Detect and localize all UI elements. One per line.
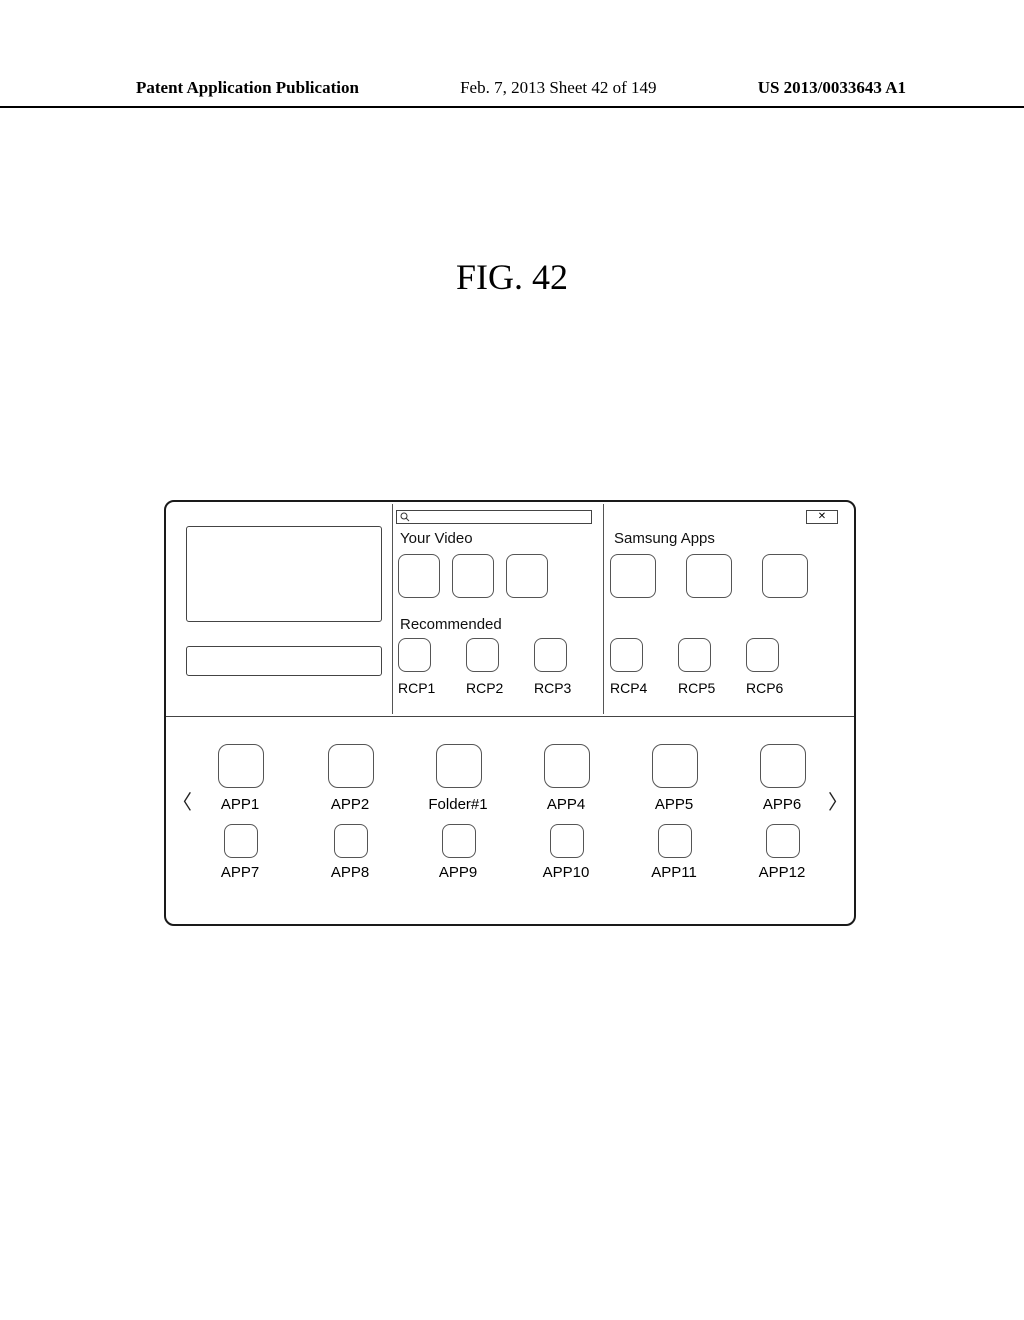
app-tile[interactable] [224,824,258,858]
search-icon [400,512,410,522]
recommended-label: RCP4 [610,680,647,696]
horizontal-divider [166,716,854,717]
app-tile[interactable] [218,744,264,788]
app-label: APP4 [526,796,606,813]
vertical-divider [392,504,393,714]
recommended-label: RCP6 [746,680,783,696]
recommended-tile[interactable] [678,638,711,672]
app-tile[interactable] [544,744,590,788]
recommended-tile[interactable] [746,638,779,672]
recommended-tile[interactable] [466,638,499,672]
folder-tile[interactable] [436,744,482,788]
samsung-app-tile[interactable] [686,554,732,598]
app-tile[interactable] [328,744,374,788]
app-tile[interactable] [550,824,584,858]
preview-panel-small [186,646,382,676]
recommended-tile[interactable] [534,638,567,672]
samsung-app-tile[interactable] [610,554,656,598]
app-label: Folder#1 [418,796,498,813]
app-label: APP11 [634,864,714,881]
app-label: APP9 [418,864,498,881]
app-label: APP1 [200,796,280,813]
app-label: APP8 [310,864,390,881]
app-tile[interactable] [760,744,806,788]
section-label-samsung-apps: Samsung Apps [614,530,715,547]
app-label: APP10 [526,864,606,881]
recommended-label: RCP5 [678,680,715,696]
figure-title: FIG. 42 [0,256,1024,298]
app-tile[interactable] [766,824,800,858]
scroll-left-button[interactable]: 〈 [172,786,192,815]
recommended-tile[interactable] [398,638,431,672]
page-header: Patent Application Publication Feb. 7, 2… [0,78,1024,108]
scroll-right-button[interactable]: 〉 [828,786,848,815]
your-video-tile[interactable] [452,554,494,598]
your-video-tile[interactable] [506,554,548,598]
header-patent-number: US 2013/0033643 A1 [758,78,906,98]
recommended-tile[interactable] [610,638,643,672]
close-icon: ✕ [818,512,826,522]
section-label-your-video: Your Video [400,530,473,547]
search-input[interactable] [396,510,592,524]
app-tile[interactable] [652,744,698,788]
header-publication: Patent Application Publication [136,78,359,98]
recommended-label: RCP1 [398,680,435,696]
app-tile[interactable] [334,824,368,858]
recommended-label: RCP3 [534,680,571,696]
header-date-sheet: Feb. 7, 2013 Sheet 42 of 149 [460,78,656,98]
app-label: APP7 [200,864,280,881]
app-label: APP2 [310,796,390,813]
recommended-label: RCP2 [466,680,503,696]
vertical-divider [603,504,604,714]
ui-screen-frame: ✕ Your Video Samsung Apps Recommended RC… [164,500,856,926]
preview-panel-large [186,526,382,622]
app-tile[interactable] [658,824,692,858]
app-tile[interactable] [442,824,476,858]
app-label: APP6 [742,796,822,813]
app-label: APP5 [634,796,714,813]
patent-page: Patent Application Publication Feb. 7, 2… [0,0,1024,1320]
samsung-app-tile[interactable] [762,554,808,598]
app-label: APP12 [742,864,822,881]
close-button[interactable]: ✕ [806,510,838,524]
section-label-recommended: Recommended [400,616,502,633]
your-video-tile[interactable] [398,554,440,598]
